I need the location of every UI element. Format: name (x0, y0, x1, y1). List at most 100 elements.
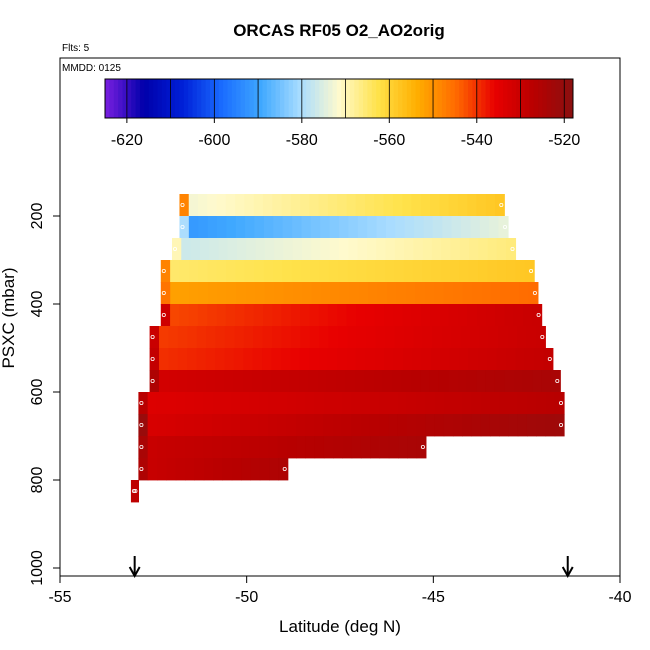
heatmap-cell (244, 194, 255, 217)
latitude-arrows (128, 556, 574, 579)
sample-marker (282, 466, 287, 471)
heatmap-cell (302, 282, 313, 305)
heatmap-cell (168, 326, 179, 349)
heatmap-cell (336, 370, 347, 393)
heatmap-cell (351, 392, 362, 415)
heatmap-cell (327, 194, 338, 217)
x-tick-label: -40 (608, 589, 631, 606)
heatmap-cell (156, 436, 167, 459)
heatmap-cell (304, 392, 315, 415)
heatmap-cell (499, 414, 510, 437)
y-tick-label: 600 (29, 379, 46, 406)
heatmap-cell (355, 194, 366, 217)
heatmap-cell (147, 414, 158, 437)
heatmap-cell (177, 348, 188, 371)
heatmap-cell (226, 260, 237, 283)
heatmap-cell (318, 304, 329, 327)
colorbar-swatch (511, 79, 517, 118)
heatmap-cell (517, 326, 528, 349)
colorbar-swatch (411, 79, 417, 118)
heatmap-cell (356, 326, 367, 349)
colorbar-swatch (174, 79, 180, 118)
sample-marker (161, 290, 166, 295)
colorbar-swatch (437, 79, 443, 118)
heatmap-cell (175, 436, 186, 459)
heatmap-cell (384, 348, 394, 371)
heatmap-cell (495, 304, 506, 327)
colorbar-swatch (415, 79, 421, 118)
colorbar-swatch (389, 79, 395, 118)
heatmap-cell (320, 216, 331, 239)
heatmap-cell (385, 326, 396, 349)
heatmap-cell (407, 436, 418, 459)
heatmap-cell (233, 348, 244, 371)
heatmap-cell (476, 194, 487, 217)
heatmap-cell (193, 414, 204, 437)
heatmap-cell (292, 238, 303, 261)
heatmap-cell (462, 282, 473, 305)
colorbar-swatch (301, 79, 307, 118)
heatmap-cell (496, 348, 507, 371)
sample-marker (547, 356, 552, 361)
chart-title: ORCAS RF05 O2_AO2orig (233, 21, 445, 40)
colorbar-swatch (454, 79, 460, 118)
heatmap-cell (404, 216, 415, 239)
heatmap-cell (488, 326, 499, 349)
heatmap-cell (354, 370, 365, 393)
heatmap-cell (332, 392, 343, 415)
heatmap-cell (213, 458, 223, 481)
heatmap-cell (526, 392, 537, 415)
colorbar-swatch (275, 79, 281, 118)
heatmap-cell (207, 216, 218, 239)
colorbar-swatch (214, 79, 220, 118)
colorbar-swatch (367, 79, 373, 118)
sample-marker (150, 378, 155, 383)
heatmap-cell (339, 282, 350, 305)
heatmap-cell (272, 304, 283, 327)
colorbar-swatch (503, 79, 508, 118)
colorbar-tick-label: -560 (373, 132, 405, 149)
heatmap-cell (357, 238, 368, 261)
colorbar-swatch (144, 79, 150, 118)
heatmap-cell (443, 282, 454, 305)
heatmap-cell (309, 326, 320, 349)
heatmap-cell (184, 392, 195, 415)
heatmap-cell (189, 282, 200, 305)
heatmap-cell (281, 304, 292, 327)
heatmap-cell (375, 260, 386, 283)
colorbar-swatch (551, 79, 556, 118)
heatmap-cell (175, 392, 186, 415)
heatmap-cell (290, 326, 301, 349)
heatmap-cell (290, 348, 301, 371)
heatmap-cell (225, 194, 236, 217)
heatmap-cell (536, 414, 547, 437)
heatmap-cell (224, 348, 235, 371)
heatmap-cell (421, 348, 432, 371)
heatmap-cell (496, 238, 507, 261)
heatmap-cell (156, 414, 167, 437)
heatmap-cell (517, 414, 528, 437)
heatmap-cell (207, 282, 218, 305)
colorbar-swatch (555, 79, 561, 118)
colorbar-swatch (529, 79, 535, 118)
colorbar-swatch (481, 79, 487, 118)
heatmap-cell (231, 458, 242, 481)
heatmap-cell (327, 304, 338, 327)
colorbar-swatch (297, 79, 303, 118)
heatmap-cell (422, 238, 433, 261)
colorbar-tick-label: -600 (198, 132, 230, 149)
heatmap-cell (452, 414, 463, 437)
y-tick-label: 200 (29, 203, 46, 230)
heatmap-cell (459, 260, 470, 283)
heatmap-cell (298, 370, 309, 393)
heatmap-cell (198, 282, 209, 305)
colorbar-swatch (139, 79, 145, 118)
heatmap-cell (374, 348, 385, 371)
colorbar-tick-label: -540 (461, 132, 493, 149)
heatmap-cell (149, 326, 160, 349)
heatmap-cell (206, 326, 217, 349)
heatmap-cell (221, 436, 232, 459)
heatmap-cell (469, 326, 480, 349)
heatmap-cell (309, 194, 320, 217)
colorbar-swatch (192, 79, 198, 118)
